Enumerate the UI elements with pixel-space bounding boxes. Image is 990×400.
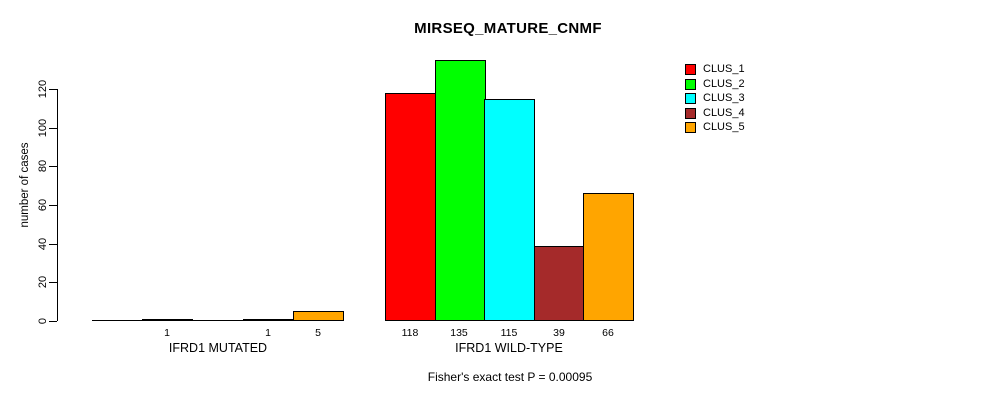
bar-value-label: 135 (450, 327, 468, 339)
y-axis-tick-label: 80 (37, 159, 49, 173)
bar-clus_1-group2 (385, 93, 436, 321)
bar-value-label: 1 (164, 327, 170, 339)
legend-swatch-icon (685, 107, 696, 119)
legend-swatch-icon (685, 78, 696, 90)
bar-clus_4-group1 (243, 319, 294, 321)
annotation-text: Fisher's exact test P = 0.00095 (427, 370, 593, 384)
bar-clus_5-group1 (293, 311, 344, 321)
legend-item-label: CLUS_4 (703, 106, 745, 119)
bar-value-label: 39 (553, 327, 565, 339)
bar-value-label: 115 (500, 327, 518, 339)
chart-title: MIRSEQ_MATURE_CNMF (414, 20, 602, 37)
legend-item-clus_1: CLUS_1 (685, 64, 745, 75)
legend-item-clus_5: CLUS_5 (685, 122, 745, 133)
x-axis-category-label: IFRD1 WILD-TYPE (455, 341, 563, 355)
bar-clus_2-group2 (435, 60, 486, 321)
y-axis-tick (49, 166, 57, 167)
y-axis-label: number of cases (19, 142, 31, 228)
bar-clus_2-group1 (142, 319, 193, 321)
bar-clus_3-group2 (484, 99, 535, 321)
legend-swatch-icon (685, 64, 696, 75)
y-axis-tick (49, 128, 57, 129)
y-axis-tick-label: 0 (37, 317, 49, 325)
y-axis-tick-label: 100 (37, 118, 49, 138)
legend-item-clus_2: CLUS_2 (685, 77, 745, 90)
y-axis-tick (49, 244, 57, 245)
x-axis-category-label: IFRD1 MUTATED (168, 341, 268, 355)
legend-item-label: CLUS_3 (703, 92, 745, 104)
legend-swatch-icon (685, 122, 696, 133)
bar-value-label: 66 (602, 327, 614, 339)
y-axis-tick-label: 40 (37, 237, 49, 251)
y-axis-tick (49, 205, 57, 206)
bar-clus_5-group2 (583, 193, 634, 321)
bar-value-label: 5 (315, 327, 321, 339)
y-axis-tick (49, 89, 57, 90)
bar-value-label: 118 (401, 327, 419, 339)
legend-item-clus_4: CLUS_4 (685, 106, 745, 119)
legend-item-clus_3: CLUS_3 (685, 93, 745, 104)
y-axis-tick-label: 20 (37, 275, 49, 289)
y-axis-tick-label: 120 (37, 79, 49, 99)
legend-item-label: CLUS_2 (703, 77, 745, 90)
y-axis-tick-label: 60 (37, 198, 49, 212)
legend-item-label: CLUS_1 (703, 63, 745, 75)
bar-clus_4-group2 (534, 246, 585, 321)
y-axis-tick (49, 282, 57, 283)
y-axis-line (57, 89, 58, 321)
bar-value-label: 1 (265, 327, 271, 339)
y-axis-tick (49, 321, 57, 322)
legend-item-label: CLUS_5 (703, 121, 745, 133)
legend-swatch-icon (685, 93, 696, 104)
group-baseline (92, 320, 344, 321)
legend: CLUS_1 CLUS_2 CLUS_3 CLUS_4 CLUS_5 (685, 64, 745, 137)
